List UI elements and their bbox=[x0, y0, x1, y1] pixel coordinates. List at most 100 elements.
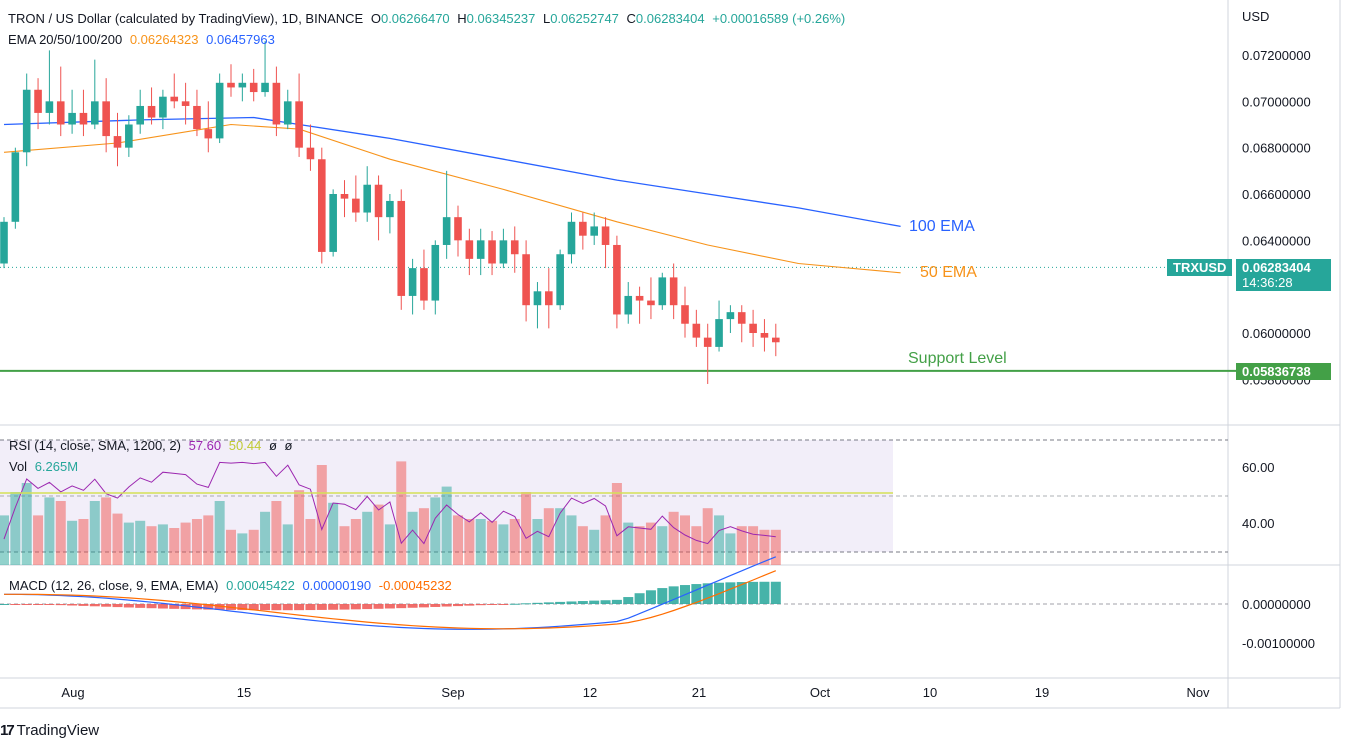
candle-body bbox=[56, 101, 65, 125]
macd-histogram-bar bbox=[55, 604, 66, 606]
candle-body bbox=[147, 105, 156, 118]
candle-body bbox=[295, 101, 303, 148]
candle-body bbox=[737, 312, 746, 324]
macd-histogram-bar bbox=[350, 604, 361, 610]
candle-body bbox=[363, 184, 371, 213]
macd-histogram-bar bbox=[248, 604, 259, 611]
tradingview-logo[interactable]: 17 TradingView bbox=[0, 722, 99, 739]
volume-bar bbox=[453, 515, 463, 565]
vol-label: Vol bbox=[9, 459, 28, 474]
candle-body bbox=[22, 89, 31, 153]
volume-bar bbox=[0, 515, 9, 565]
macd-histogram-bar bbox=[498, 604, 509, 605]
price-tick-label: 0.07200000 bbox=[1242, 48, 1311, 63]
ema50-value: 0.06264323 bbox=[129, 32, 199, 47]
candle-body bbox=[510, 240, 519, 255]
volume-bar bbox=[339, 526, 350, 565]
macd-hist-value: 0.00045422 bbox=[226, 578, 295, 593]
candle-body bbox=[624, 295, 633, 315]
volume-bar bbox=[169, 528, 180, 565]
rsi-extra-2: ø bbox=[284, 438, 293, 453]
volume-bar bbox=[123, 522, 134, 565]
candle-body bbox=[522, 254, 530, 306]
time-tick-label: 19 bbox=[1035, 685, 1049, 700]
macd-legend[interactable]: MACD (12, 26, close, 9, EMA, EMA) 0.0004… bbox=[9, 578, 456, 593]
candle-body bbox=[556, 254, 564, 306]
symbol-legend[interactable]: TRON / US Dollar (calculated by TradingV… bbox=[8, 11, 849, 26]
volume-bar bbox=[33, 515, 44, 565]
low-value: 0.06252747 bbox=[550, 11, 619, 26]
macd-histogram-bar bbox=[566, 601, 577, 604]
volume-bar bbox=[373, 504, 384, 565]
candle-body bbox=[476, 240, 485, 259]
volume-bar bbox=[611, 483, 622, 565]
ema-legend[interactable]: EMA 20/50/100/200 0.06264323 0.06457963 bbox=[8, 32, 279, 47]
macd-histogram-bar bbox=[135, 604, 146, 608]
candle-body bbox=[374, 184, 383, 218]
volume-bar bbox=[577, 526, 588, 565]
candle-body bbox=[193, 105, 201, 130]
macd-histogram-bar bbox=[78, 604, 89, 606]
macd-signal-value: -0.00045232 bbox=[378, 578, 452, 593]
candle-body bbox=[283, 101, 292, 125]
candle-body bbox=[215, 82, 224, 139]
candle-body bbox=[261, 82, 269, 93]
macd-histogram-bar bbox=[657, 588, 668, 604]
candle-body bbox=[567, 221, 576, 255]
volume-bar bbox=[214, 501, 225, 565]
candle-body bbox=[68, 112, 76, 125]
macd-histogram-bar bbox=[203, 604, 214, 610]
price-tick-label: 0.06000000 bbox=[1242, 326, 1311, 341]
candle-body bbox=[601, 226, 610, 245]
macd-histogram-bar bbox=[418, 604, 429, 608]
ema100-annotation: 100 EMA bbox=[909, 218, 975, 235]
macd-tick-label: -0.00100000 bbox=[1242, 636, 1315, 651]
symbol-title: TRON / US Dollar (calculated by TradingV… bbox=[8, 11, 364, 26]
macd-histogram-bar bbox=[725, 582, 736, 604]
volume-bar bbox=[396, 461, 407, 565]
macd-pane[interactable] bbox=[0, 556, 1228, 630]
volume-bar bbox=[305, 519, 316, 565]
macd-histogram-bar bbox=[10, 604, 21, 605]
volume-bar bbox=[191, 519, 202, 565]
volume-bar bbox=[294, 490, 305, 565]
price-tick-label: 0.06600000 bbox=[1242, 187, 1311, 202]
volume-bar bbox=[498, 524, 509, 565]
candle-body bbox=[181, 101, 190, 106]
volume-bar bbox=[78, 519, 89, 565]
macd-histogram-bar bbox=[623, 597, 634, 604]
volume-bar bbox=[464, 519, 475, 565]
macd-histogram-bar bbox=[441, 604, 452, 607]
macd-histogram-bar bbox=[509, 603, 520, 605]
rsi-extra-1: ø bbox=[268, 438, 277, 453]
rsi-line bbox=[3, 461, 776, 545]
candle-body bbox=[408, 268, 417, 296]
macd-histogram-bar bbox=[271, 604, 282, 611]
macd-histogram-bar bbox=[487, 604, 498, 605]
candle-body bbox=[692, 323, 701, 338]
price-pane[interactable] bbox=[0, 41, 1236, 384]
volume-bar bbox=[157, 524, 168, 565]
time-tick-label: 12 bbox=[583, 685, 597, 700]
candle-body bbox=[45, 101, 54, 113]
volume-bar bbox=[759, 529, 770, 565]
candle-body bbox=[772, 337, 780, 343]
macd-histogram-bar bbox=[464, 604, 475, 606]
candle-body bbox=[703, 337, 712, 347]
volume-bar bbox=[328, 502, 339, 565]
volume-bar bbox=[203, 515, 214, 565]
candle-body bbox=[454, 217, 462, 241]
rsi-vol-pane[interactable] bbox=[0, 439, 1228, 565]
macd-histogram-bar bbox=[237, 604, 248, 611]
macd-line bbox=[4, 556, 777, 630]
macd-histogram-bar bbox=[589, 600, 600, 604]
candle-body bbox=[329, 194, 337, 252]
currency-label: USD bbox=[1242, 9, 1270, 24]
high-value: 0.06345237 bbox=[466, 11, 536, 26]
rsi-legend[interactable]: RSI (14, close, SMA, 1200, 2) 57.60 50.4… bbox=[9, 438, 296, 453]
volume-bar bbox=[532, 519, 543, 565]
volume-bar bbox=[691, 526, 702, 565]
open-value: 0.06266470 bbox=[380, 11, 450, 26]
volume-legend[interactable]: Vol 6.265M bbox=[9, 459, 82, 474]
